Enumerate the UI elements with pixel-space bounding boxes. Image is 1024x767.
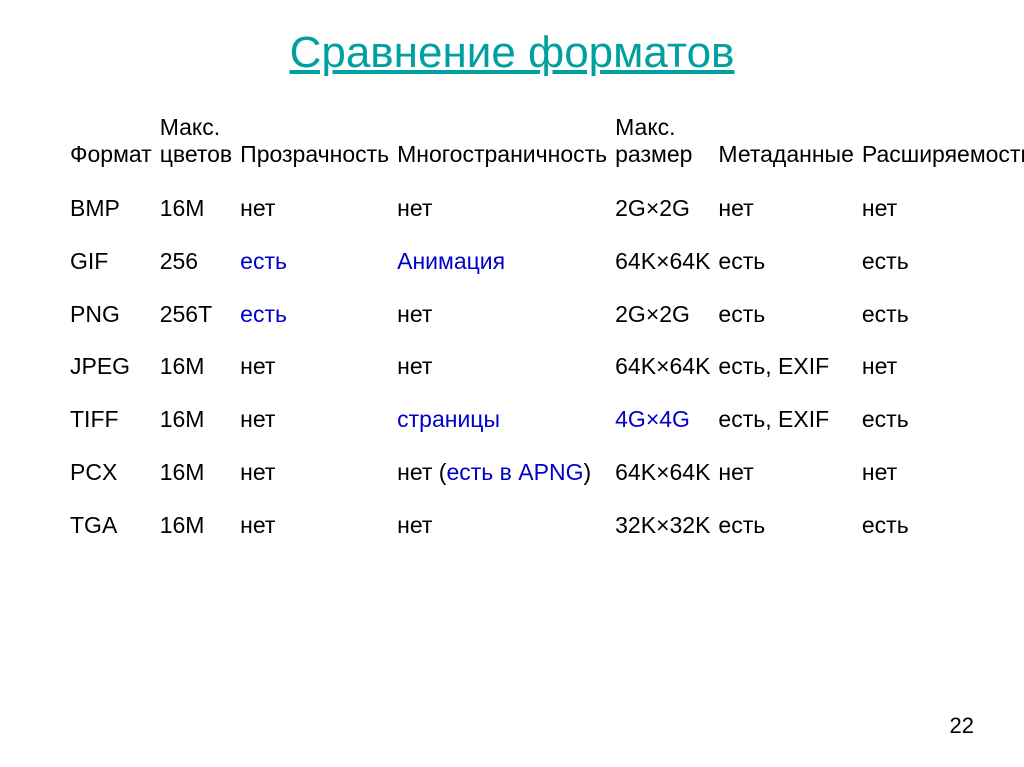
cell-format: BMP <box>70 182 160 235</box>
cell-transparency: есть <box>240 235 397 288</box>
cell-colors: 16M <box>160 499 240 552</box>
cell-transparency: есть <box>240 288 397 341</box>
cell-size: 64K×64K <box>615 235 718 288</box>
table-row: PNG256Tестьнет2G×2Gестьесть <box>70 288 1024 341</box>
col-header-format: Формат <box>70 108 160 182</box>
cell-multipage: нет <box>397 288 615 341</box>
slide-title: Сравнение форматов <box>70 28 954 78</box>
col-header-extensibility: Расширяемость <box>862 108 1024 182</box>
cell-size: 64K×64K <box>615 446 718 499</box>
cell-multipage: нет <box>397 499 615 552</box>
cell-metadata: есть <box>718 235 861 288</box>
table-row: JPEG16Mнетнет64K×64Kесть, EXIFнет <box>70 340 1024 393</box>
cell-transparency: нет <box>240 499 397 552</box>
table-row: GIF256естьАнимация64K×64Kестьесть <box>70 235 1024 288</box>
cell-size: 32K×32K <box>615 499 718 552</box>
table-row: TGA16Mнетнет32K×32Kестьесть <box>70 499 1024 552</box>
cell-metadata: нет <box>718 446 861 499</box>
col-header-transparency: Прозрачность <box>240 108 397 182</box>
cell-format: PCX <box>70 446 160 499</box>
col-header-multipage: Многостраничность <box>397 108 615 182</box>
col-header-colors: Макс. цветов <box>160 108 240 182</box>
cell-metadata: нет <box>718 182 861 235</box>
cell-colors: 16M <box>160 393 240 446</box>
cell-extensibility: нет <box>862 182 1024 235</box>
cell-metadata: есть <box>718 499 861 552</box>
cell-metadata: есть, EXIF <box>718 393 861 446</box>
cell-colors: 16M <box>160 182 240 235</box>
cell-size: 2G×2G <box>615 182 718 235</box>
cell-transparency: нет <box>240 340 397 393</box>
cell-transparency: нет <box>240 182 397 235</box>
cell-colors: 256 <box>160 235 240 288</box>
cell-multipage: нет <box>397 340 615 393</box>
cell-metadata: есть, EXIF <box>718 340 861 393</box>
table-header-row: Формат Макс. цветов Прозрачность Многост… <box>70 108 1024 182</box>
table-row: TIFF16Mнетстраницы4G×4Gесть, EXIFесть <box>70 393 1024 446</box>
comparison-table: Формат Макс. цветов Прозрачность Многост… <box>70 108 1024 551</box>
cell-extensibility: нет <box>862 340 1024 393</box>
cell-size: 4G×4G <box>615 393 718 446</box>
cell-multipage: нет (есть в APNG) <box>397 446 615 499</box>
cell-size: 2G×2G <box>615 288 718 341</box>
page-number: 22 <box>950 713 974 739</box>
cell-format: JPEG <box>70 340 160 393</box>
cell-format: TGA <box>70 499 160 552</box>
cell-multipage: нет <box>397 182 615 235</box>
cell-extensibility: есть <box>862 235 1024 288</box>
cell-colors: 16M <box>160 340 240 393</box>
cell-extensibility: есть <box>862 499 1024 552</box>
cell-metadata: есть <box>718 288 861 341</box>
col-header-size: Макс. размер <box>615 108 718 182</box>
table-row: BMP16Mнетнет2G×2Gнетнет <box>70 182 1024 235</box>
cell-transparency: нет <box>240 446 397 499</box>
cell-colors: 16M <box>160 446 240 499</box>
cell-size: 64K×64K <box>615 340 718 393</box>
cell-format: PNG <box>70 288 160 341</box>
table-row: PCX16Mнетнет (есть в APNG)64K×64Kнетнет <box>70 446 1024 499</box>
cell-multipage: страницы <box>397 393 615 446</box>
cell-extensibility: есть <box>862 393 1024 446</box>
cell-extensibility: есть <box>862 288 1024 341</box>
cell-format: GIF <box>70 235 160 288</box>
cell-multipage: Анимация <box>397 235 615 288</box>
col-header-metadata: Метаданные <box>718 108 861 182</box>
cell-format: TIFF <box>70 393 160 446</box>
cell-transparency: нет <box>240 393 397 446</box>
cell-colors: 256T <box>160 288 240 341</box>
cell-extensibility: нет <box>862 446 1024 499</box>
